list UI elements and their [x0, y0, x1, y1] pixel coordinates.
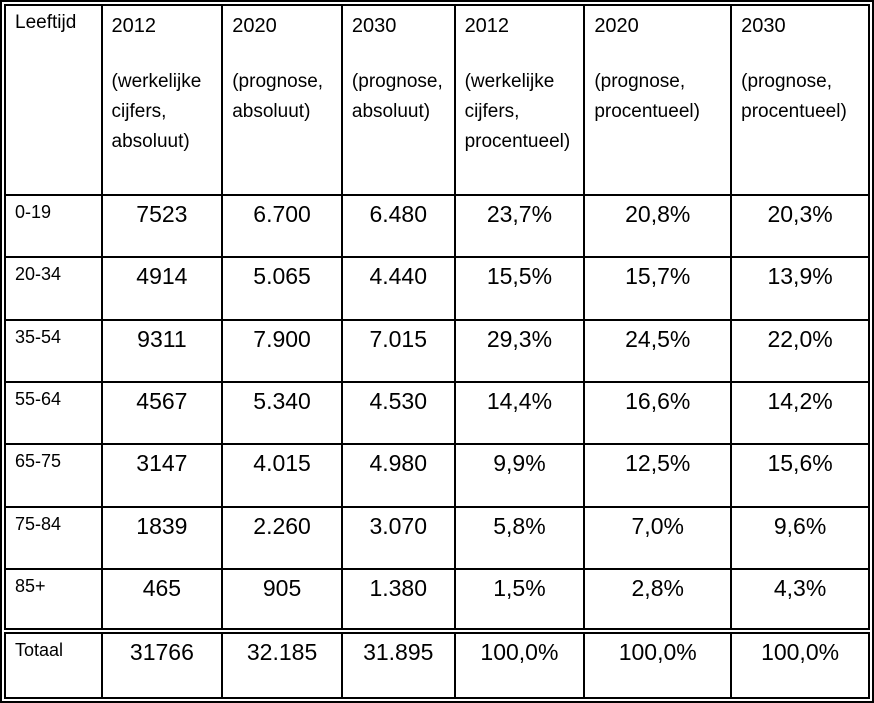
table-row: 0-19 7523 6.700 6.480 23,7% 20,8% 20,3% [4, 193, 870, 259]
table-cell: 100,0% [730, 628, 870, 699]
table-row: 85+ 465 905 1.380 1,5% 2,8% 4,3% [4, 568, 870, 633]
table-cell: 7.900 [221, 318, 343, 384]
header-year: 2020 [594, 15, 639, 37]
table-cell: 100,0% [453, 628, 586, 699]
row-label: 55-64 [4, 381, 103, 446]
table-cell: 12,5% [583, 443, 733, 508]
header-note: (prognose, procentueel) [594, 71, 700, 122]
header-2020-percentage: 2020 (prognose, procentueel) [583, 4, 733, 196]
table-cell: 3.070 [340, 505, 456, 571]
table-cell: 24,5% [583, 318, 733, 384]
table-row: 75-84 1839 2.260 3.070 5,8% 7,0% 9,6% [4, 505, 870, 571]
population-forecast-table: Leeftijd 2012 (werkelijke cijfers, absol… [4, 4, 870, 699]
table-cell: 15,5% [453, 256, 586, 321]
table-cell: 15,7% [583, 256, 733, 321]
table-cell: 22,0% [730, 318, 870, 384]
table-cell: 1.380 [340, 568, 456, 633]
table-cell: 7523 [100, 193, 224, 259]
header-note: (werkelijke cijfers, procentueel) [464, 71, 571, 152]
table-cell: 14,4% [453, 381, 586, 446]
row-label: 75-84 [4, 505, 103, 571]
header-note: (prognose, procentueel) [741, 71, 847, 122]
header-note: (prognose, absoluut) [351, 71, 443, 122]
table-cell: 9,9% [453, 443, 586, 508]
header-year: 2012 [464, 15, 510, 37]
header-2012-absolute: 2012 (werkelijke cijfers, absoluut) [100, 4, 224, 196]
table-cell: 4.980 [340, 443, 456, 508]
header-2030-percentage: 2030 (prognose, procentueel) [730, 4, 870, 196]
table-cell: 9311 [100, 318, 224, 384]
table-cell: 465 [100, 568, 224, 633]
table-cell: 32.185 [221, 628, 343, 699]
table-cell: 31.895 [340, 628, 456, 699]
table-cell: 9,6% [730, 505, 870, 571]
table-cell: 7,0% [583, 505, 733, 571]
table-cell: 4914 [100, 256, 224, 321]
table-cell: 1,5% [453, 568, 586, 633]
table-row: 55-64 4567 5.340 4.530 14,4% 16,6% 14,2% [4, 381, 870, 446]
table-cell: 5.340 [221, 381, 343, 446]
table-cell: 5,8% [453, 505, 586, 571]
table-cell: 14,2% [730, 381, 870, 446]
row-label: 35-54 [4, 318, 103, 384]
row-label: 65-75 [4, 443, 103, 508]
row-label: Totaal [4, 628, 103, 699]
row-label: 85+ [4, 568, 103, 633]
header-year: 2030 [351, 15, 397, 37]
table-cell: 1839 [100, 505, 224, 571]
header-year: 2012 [111, 15, 157, 37]
table-row: 20-34 4914 5.065 4.440 15,5% 15,7% 13,9% [4, 256, 870, 321]
table-cell: 4.015 [221, 443, 343, 508]
table-row: 35-54 9311 7.900 7.015 29,3% 24,5% 22,0% [4, 318, 870, 384]
header-2030-absolute: 2030 (prognose, absoluut) [340, 4, 456, 196]
header-row: Leeftijd 2012 (werkelijke cijfers, absol… [4, 4, 870, 196]
table-cell: 13,9% [730, 256, 870, 321]
table-cell: 23,7% [453, 193, 586, 259]
table-cell: 3147 [100, 443, 224, 508]
table-cell: 15,6% [730, 443, 870, 508]
table-cell: 29,3% [453, 318, 586, 384]
table-row: 65-75 3147 4.015 4.980 9,9% 12,5% 15,6% [4, 443, 870, 508]
table-row-total: Totaal 31766 32.185 31.895 100,0% 100,0% 100,0… [4, 628, 870, 699]
header-2012-percentage: 2012 (werkelijke cijfers, procentueel) [453, 4, 586, 196]
table-cell: 905 [221, 568, 343, 633]
table-body: 0-19 7523 6.700 6.480 23,7% 20,8% 20,3% 20-34 49… [4, 193, 870, 699]
table-cell: 4567 [100, 381, 224, 446]
header-year: 2020 [232, 15, 277, 37]
header-year: 2030 [741, 15, 786, 37]
table-cell: 2,8% [583, 568, 733, 633]
header-2020-absolute: 2020 (prognose, absoluut) [221, 4, 343, 196]
table-cell: 20,3% [730, 193, 870, 259]
header-note: (prognose, absoluut) [232, 71, 324, 122]
table-cell: 31766 [100, 628, 224, 699]
table-cell: 6.700 [221, 193, 343, 259]
table-cell: 4.440 [340, 256, 456, 321]
table-cell: 7.015 [340, 318, 456, 384]
table-cell: 5.065 [221, 256, 343, 321]
table-cell: 20,8% [583, 193, 733, 259]
header-leeftijd: Leeftijd [4, 4, 103, 196]
table-cell: 100,0% [583, 628, 733, 699]
row-label: 20-34 [4, 256, 103, 321]
table-cell: 16,6% [583, 381, 733, 446]
header-note: (werkelijke cijfers, absoluut) [111, 71, 202, 152]
table-cell: 2.260 [221, 505, 343, 571]
row-label: 0-19 [4, 193, 103, 259]
table-cell: 4,3% [730, 568, 870, 633]
table-cell: 4.530 [340, 381, 456, 446]
table-cell: 6.480 [340, 193, 456, 259]
